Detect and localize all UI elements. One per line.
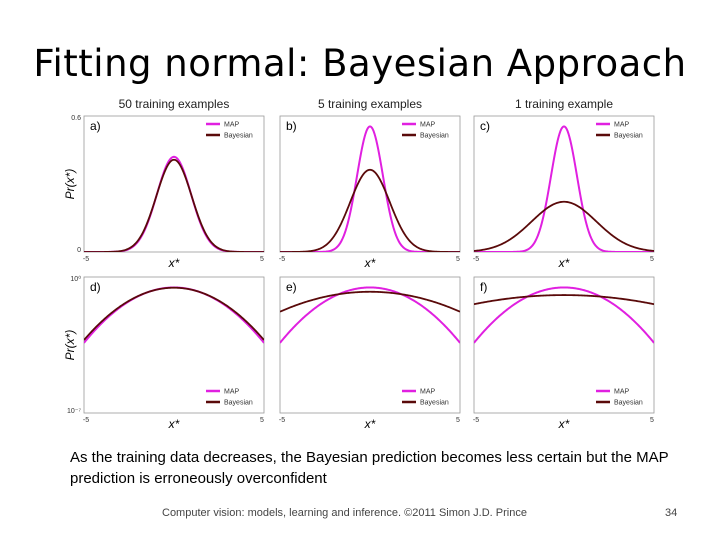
legend-label-bayesian: Bayesian [224,400,253,407]
panel-label: e) [286,280,297,294]
x-axis-label: x* [168,256,180,270]
y-tick-label: 10⁰ [70,275,81,283]
legend-label-map: MAP [224,122,240,129]
series-line-bayesian [84,286,264,341]
panel-title: 50 training examples [119,97,230,111]
plot-frame [473,276,655,414]
chart-panel-d: d) 10⁰ 10⁻⁷ Pr(x*) -5 5 x* MAP Bayesian [63,275,265,431]
series-line-map [280,286,460,344]
series-line-map [84,155,264,252]
series-line-bayesian [280,290,460,313]
series-line-map [474,286,654,344]
legend-label-bayesian: Bayesian [420,400,449,407]
legend-label-map: MAP [420,389,436,396]
x-axis-label: x* [364,417,376,431]
y-axis-label: Pr(x*) [63,169,77,200]
plot-frame [473,115,655,253]
y-tick-label: 0.6 [71,115,81,122]
panel-label: c) [480,119,490,133]
plot-frame [83,115,265,253]
panel-title: 5 training examples [318,97,422,111]
series-line-map [84,286,264,344]
legend-label-bayesian: Bayesian [224,133,253,140]
legend-label-map: MAP [420,122,436,129]
series-line-map [474,125,654,252]
legend-label-map: MAP [614,389,630,396]
series-line-bayesian [84,158,264,252]
x-tick-label: 5 [260,256,264,263]
slide-footer: Computer vision: models, learning and in… [162,507,527,519]
plot-frame [83,276,265,414]
panel-label: f) [480,280,487,294]
legend-label-bayesian: Bayesian [420,133,449,140]
legend-label-bayesian: Bayesian [614,400,643,407]
x-axis-label: x* [558,256,570,270]
chart-panel-e: e) -5 5 x* MAP Bayesian [279,276,461,431]
y-axis-label: Pr(x*) [63,330,77,361]
x-tick-label: 5 [650,256,654,263]
x-axis-label: x* [168,417,180,431]
x-axis-label: x* [364,256,376,270]
x-tick-label: -5 [83,417,89,424]
figure-grid: 50 training examples a) 0.6 0 Pr(x*) -5 5 x* MAP… [63,97,655,431]
x-tick-label: 5 [456,417,460,424]
series-line-bayesian [280,168,460,252]
slide-caption: As the training data decreases, the Baye… [70,449,669,487]
y-tick-label: 0 [77,247,81,254]
panel-title: 1 training example [515,97,613,111]
chart-panel-c: 1 training example c) -5 5 x* MAP Bayesian [473,97,655,270]
series-line-map [280,125,460,252]
panel-label: b) [286,119,297,133]
legend-label-map: MAP [614,122,630,129]
chart-panel-a: 50 training examples a) 0.6 0 Pr(x*) -5 5 x* MAP… [63,97,265,270]
x-tick-label: 5 [650,417,654,424]
x-tick-label: -5 [473,417,479,424]
series-line-bayesian [474,294,654,306]
legend-label-bayesian: Bayesian [614,133,643,140]
x-tick-label: -5 [473,256,479,263]
chart-panel-b: 5 training examples b) -5 5 x* MAP Bayesian [279,97,461,270]
chart-panel-f: f) -5 5 x* MAP Bayesian [473,276,655,431]
plot-frame [279,276,461,414]
y-tick-label: 10⁻⁷ [67,408,81,415]
x-axis-label: x* [558,417,570,431]
x-tick-label: -5 [83,256,89,263]
plot-frame [279,115,461,253]
slide-title: Fitting normal: Bayesian Approach [33,42,687,85]
x-tick-label: -5 [279,256,285,263]
panel-label: a) [90,119,101,133]
series-line-bayesian [474,200,654,252]
legend-label-map: MAP [224,389,240,396]
x-tick-label: 5 [456,256,460,263]
page-number: 34 [665,507,678,519]
x-tick-label: -5 [279,417,285,424]
x-tick-label: 5 [260,417,264,424]
panel-label: d) [90,280,101,294]
